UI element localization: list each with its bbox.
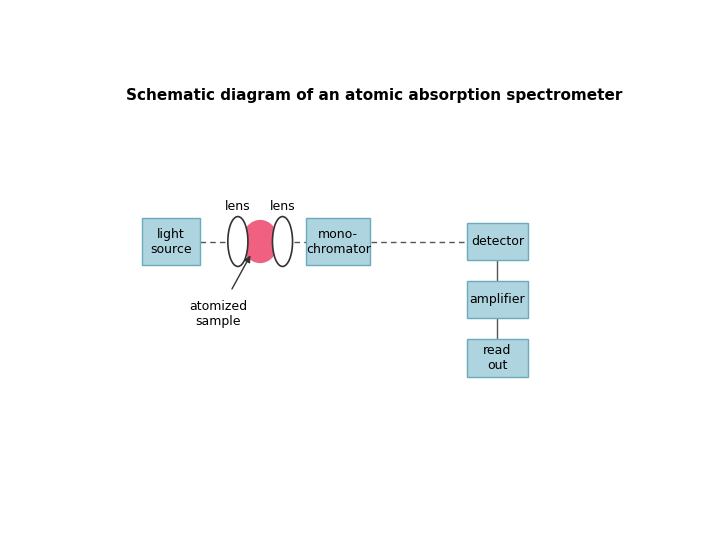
Text: lens: lens xyxy=(270,200,295,213)
FancyBboxPatch shape xyxy=(306,218,370,266)
FancyBboxPatch shape xyxy=(467,281,528,319)
Text: detector: detector xyxy=(471,235,524,248)
Text: read
out: read out xyxy=(483,344,511,372)
Ellipse shape xyxy=(242,220,279,263)
Text: atomized
sample: atomized sample xyxy=(189,300,248,328)
Text: light
source: light source xyxy=(150,227,192,255)
Text: Schematic diagram of an atomic absorption spectrometer: Schematic diagram of an atomic absorptio… xyxy=(126,87,623,103)
FancyBboxPatch shape xyxy=(142,218,200,266)
Text: mono-
chromator: mono- chromator xyxy=(306,227,371,255)
FancyBboxPatch shape xyxy=(467,223,528,260)
Text: lens: lens xyxy=(225,200,251,213)
Text: amplifier: amplifier xyxy=(469,293,525,306)
Ellipse shape xyxy=(228,217,248,266)
Ellipse shape xyxy=(272,217,292,266)
FancyBboxPatch shape xyxy=(467,339,528,377)
